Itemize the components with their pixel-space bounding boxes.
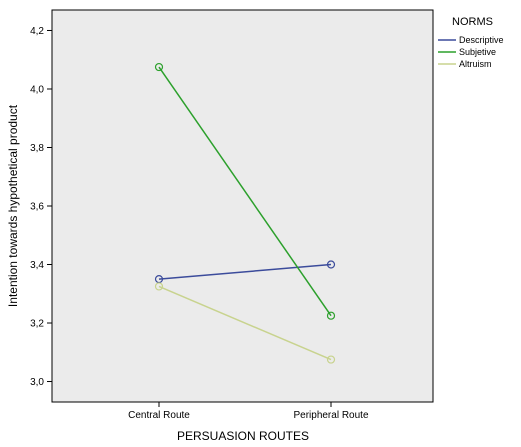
y-tick-label: 3,4 <box>30 260 44 271</box>
x-tick-label: Peripheral Route <box>293 410 368 421</box>
legend-label: Subjetive <box>459 47 496 57</box>
series-line <box>158 285 332 361</box>
y-tick-label: 4,2 <box>30 26 44 37</box>
series-altruism <box>154 282 336 364</box>
data-point <box>154 62 164 72</box>
series-line <box>158 66 332 317</box>
series-subjetive <box>154 62 336 320</box>
series-layer <box>154 62 336 364</box>
legend-title: NORMS <box>452 16 493 28</box>
data-point <box>326 355 336 364</box>
y-tick-label: 4,0 <box>30 84 44 95</box>
y-axis: 3,0 3,2 3,4 3,6 3,8 4,0 4,2 <box>30 26 52 388</box>
y-tick-label: 3,2 <box>30 319 44 330</box>
legend-label: Descriptive <box>459 35 504 45</box>
series-line <box>158 263 332 280</box>
data-point <box>326 260 336 269</box>
y-tick-label: 3,6 <box>30 202 44 213</box>
legend-items: Descriptive Subjetive Altruism <box>438 35 504 69</box>
data-point <box>326 311 336 320</box>
x-tick-label: Central Route <box>128 410 190 421</box>
y-axis-title: Intention towards hypothetical product <box>6 104 20 307</box>
data-point <box>154 282 164 291</box>
plot-area <box>51 9 434 403</box>
x-axis: Central Route Peripheral Route <box>128 402 369 421</box>
y-tick-label: 3,0 <box>30 377 44 388</box>
legend-label: Altruism <box>459 59 492 69</box>
x-axis-title: PERSUASION ROUTES <box>177 429 309 443</box>
y-tick-label: 3,8 <box>30 143 44 154</box>
legend: NORMS Descriptive Subjetive Altruism <box>438 16 504 69</box>
